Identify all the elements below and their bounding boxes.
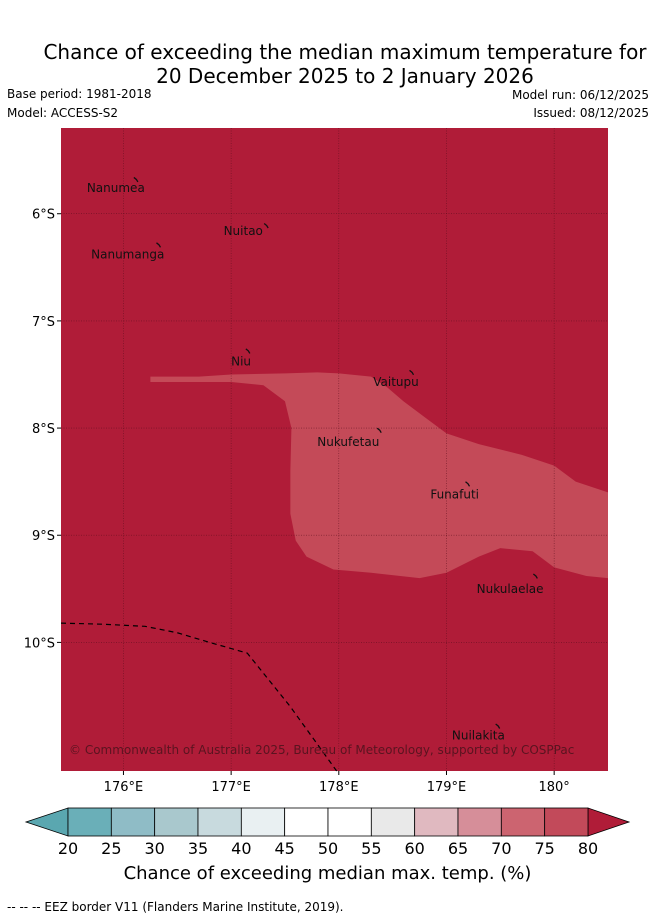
title-line-1: Chance of exceeding the median maximum t… [43, 40, 647, 64]
lon-tick-label: 178°E [319, 780, 359, 795]
colorbar-label: Chance of exceeding median max. temp. (%… [123, 863, 532, 884]
model-run-date: Model run: 06/12/2025 [511, 88, 649, 102]
colorbar-tick-label: 70 [491, 839, 511, 858]
colorbar-segment [67, 807, 112, 837]
model-name: Model: ACCESS-S2 [7, 106, 119, 120]
chart-title: Chance of exceeding the median maximum t… [0, 40, 655, 88]
colorbar-tick-label: 65 [448, 839, 468, 858]
colorbar-tick-label: 45 [274, 839, 294, 858]
island-outline [245, 348, 251, 354]
lon-tick-label: 176°E [104, 780, 144, 795]
colorbar-segment [544, 807, 589, 837]
island-outline [409, 369, 415, 376]
place-label-nanumea: Nanumea [87, 181, 145, 195]
colorbar-segment [414, 807, 459, 837]
lat-tick-label: 8°S [32, 422, 55, 437]
colorbar-segment [370, 807, 416, 837]
place-label-vaitupu: Vaitupu [373, 375, 419, 389]
colorbar-tick-label: 50 [318, 839, 338, 858]
lon-tick-label: 179°E [427, 780, 467, 795]
eez-border-line [60, 622, 338, 772]
colorbar-tick-label: 80 [578, 839, 598, 858]
lat-tick-label: 10°S [24, 636, 55, 651]
island-outline [532, 573, 538, 579]
colorbar: 20 25 30 35 40 45 50 55 60 65 70 75 80 [24, 807, 631, 858]
colorbar-tick-label: 25 [101, 839, 121, 858]
island-outline [376, 427, 382, 434]
colorbar-segment [327, 807, 372, 837]
map: 176°E 177°E 178°E 179°E 180° 6°S 7°S 8°S 9°S 10°S… [24, 128, 608, 795]
colorbar-tick-label: 35 [188, 839, 208, 858]
place-label-nukulaelae: Nukulaelae [477, 582, 544, 596]
title-line-2: 20 December 2025 to 2 January 2026 [156, 64, 534, 88]
place-label-nanumanga: Nanumanga [91, 247, 164, 261]
colorbar-segment [154, 807, 199, 837]
colorbar-under-arrow [24, 807, 69, 837]
place-label-nuitao: Nuitao [224, 224, 263, 238]
colorbar-segment [110, 807, 156, 837]
base-period: Base period: 1981-2018 [7, 87, 152, 101]
colorbar-tick-label: 20 [58, 839, 78, 858]
lon-tick-label: 177°E [211, 780, 251, 795]
island-outline [495, 723, 501, 729]
island-outline [263, 223, 269, 229]
island-outline [133, 176, 139, 183]
colorbar-tick-label: 40 [231, 839, 251, 858]
colorbar-tick-label: 75 [534, 839, 554, 858]
island-outline [156, 242, 162, 248]
colorbar-over-arrow [587, 807, 631, 837]
colorbar-tick-label: 55 [361, 839, 381, 858]
lat-tick-label: 9°S [32, 529, 55, 544]
island-outline [465, 481, 471, 487]
colorbar-segment [197, 807, 242, 837]
place-label-funafuti: Funafuti [430, 488, 479, 502]
colorbar-tick-label: 30 [144, 839, 164, 858]
lat-tick-label: 7°S [32, 315, 55, 330]
colorbar-segment [457, 807, 502, 837]
lat-tick-label: 6°S [32, 208, 55, 223]
colorbar-segment [240, 807, 286, 837]
place-label-nuilakita: Nuilakita [452, 729, 505, 743]
place-label-nukufetau: Nukufetau [317, 435, 379, 449]
colorbar-segment [284, 807, 329, 837]
region-70-75 [150, 372, 608, 579]
colorbar-segment [500, 807, 546, 837]
eez-footnote: -- -- -- EEZ border V11 (Flanders Marine… [7, 900, 344, 914]
lon-tick-label: 180° [538, 780, 569, 795]
colorbar-tick-label: 60 [404, 839, 424, 858]
place-label-niu: Niu [231, 355, 251, 369]
copyright-text: © Commonwealth of Australia 2025, Bureau… [69, 743, 574, 757]
issued-date: Issued: 08/12/2025 [533, 106, 649, 120]
